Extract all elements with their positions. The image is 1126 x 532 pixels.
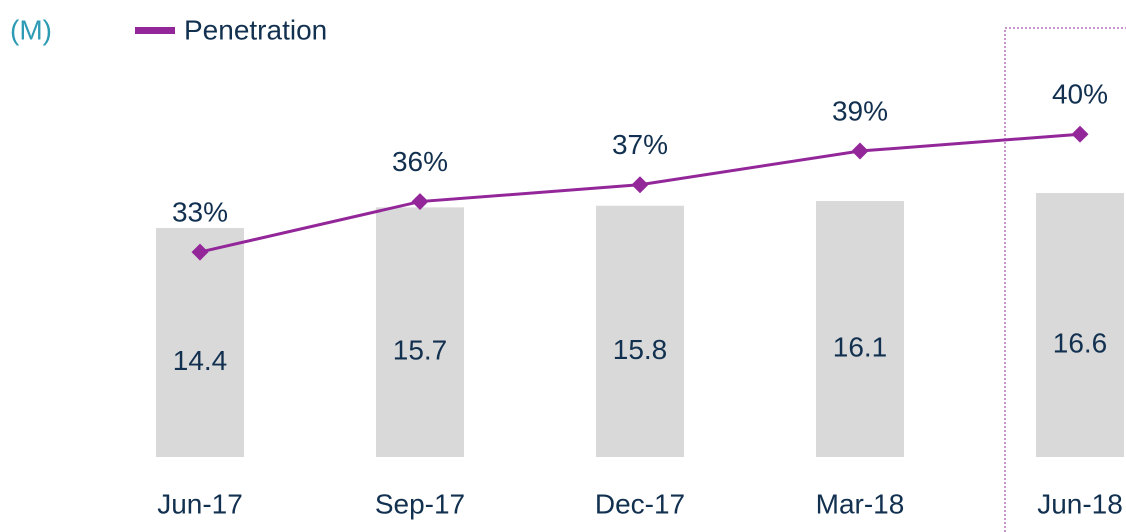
bar-value-label: 16.6 — [1053, 327, 1108, 358]
bar-value-label: 16.1 — [833, 331, 888, 362]
line-value-label: 37% — [612, 129, 668, 160]
x-tick-label: Dec-17 — [595, 488, 685, 519]
line-value-label: 33% — [172, 196, 228, 227]
line-marker — [191, 243, 209, 261]
unit-label: (M) — [10, 14, 52, 45]
bar — [816, 201, 904, 457]
bar — [376, 207, 464, 457]
bar — [156, 228, 244, 457]
bar-value-label: 15.8 — [613, 334, 668, 365]
x-tick-label: Sep-17 — [375, 488, 465, 519]
x-tick-label: Jun-18 — [1037, 488, 1123, 519]
bar-value-label: 15.7 — [393, 335, 448, 366]
legend-label: Penetration — [184, 14, 327, 45]
line-value-label: 40% — [1052, 79, 1108, 110]
line-marker — [851, 142, 869, 160]
legend-swatch — [135, 27, 175, 34]
x-tick-label: Jun-17 — [157, 488, 243, 519]
bar — [596, 205, 684, 457]
highlight-box — [1004, 27, 1126, 532]
x-tick-label: Mar-18 — [816, 488, 905, 519]
line-marker — [631, 176, 649, 194]
line-marker — [1071, 125, 1089, 143]
bar-value-label: 14.4 — [173, 345, 228, 376]
line-marker — [411, 193, 429, 211]
line-value-label: 39% — [832, 95, 888, 126]
line-value-label: 36% — [392, 146, 448, 177]
bar — [1036, 193, 1124, 457]
